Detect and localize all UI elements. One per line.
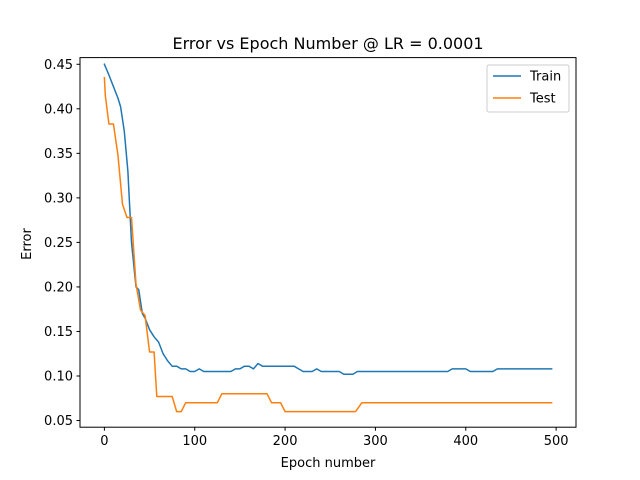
x-tick-label: 400 <box>453 434 478 449</box>
y-tick-label: 0.40 <box>44 102 73 117</box>
x-axis: 0 100 200 300 400 500 <box>100 427 569 449</box>
y-axis-label: Error <box>20 228 35 260</box>
x-tick-label: 200 <box>273 434 298 449</box>
x-tick-label: 500 <box>544 434 569 449</box>
y-tick-label: 0.30 <box>44 191 73 206</box>
y-tick-label: 0.05 <box>44 414 73 429</box>
x-tick-label: 0 <box>100 434 108 449</box>
y-tick-label: 0.10 <box>44 369 73 384</box>
legend: Train Test <box>486 64 570 113</box>
x-tick-label: 300 <box>363 434 388 449</box>
x-axis-label: Epoch number <box>281 456 376 471</box>
y-tick-label: 0.25 <box>44 236 73 251</box>
y-tick-label: 0.35 <box>44 147 73 162</box>
y-axis: 0.05 0.10 0.15 0.20 0.25 0.30 0.35 0.40 0.45 <box>44 58 80 429</box>
y-tick-label: 0.20 <box>44 280 73 295</box>
chart-title: Error vs Epoch Number @ LR = 0.0001 <box>172 34 483 53</box>
y-tick-label: 0.15 <box>44 325 73 340</box>
legend-label-test: Test <box>529 92 556 107</box>
series-line-test <box>103 76 553 413</box>
y-tick-label: 0.45 <box>44 58 73 73</box>
series-line-train <box>103 63 553 375</box>
x-tick-label: 100 <box>182 434 207 449</box>
series-layer <box>103 63 553 413</box>
legend-label-train: Train <box>529 70 561 85</box>
